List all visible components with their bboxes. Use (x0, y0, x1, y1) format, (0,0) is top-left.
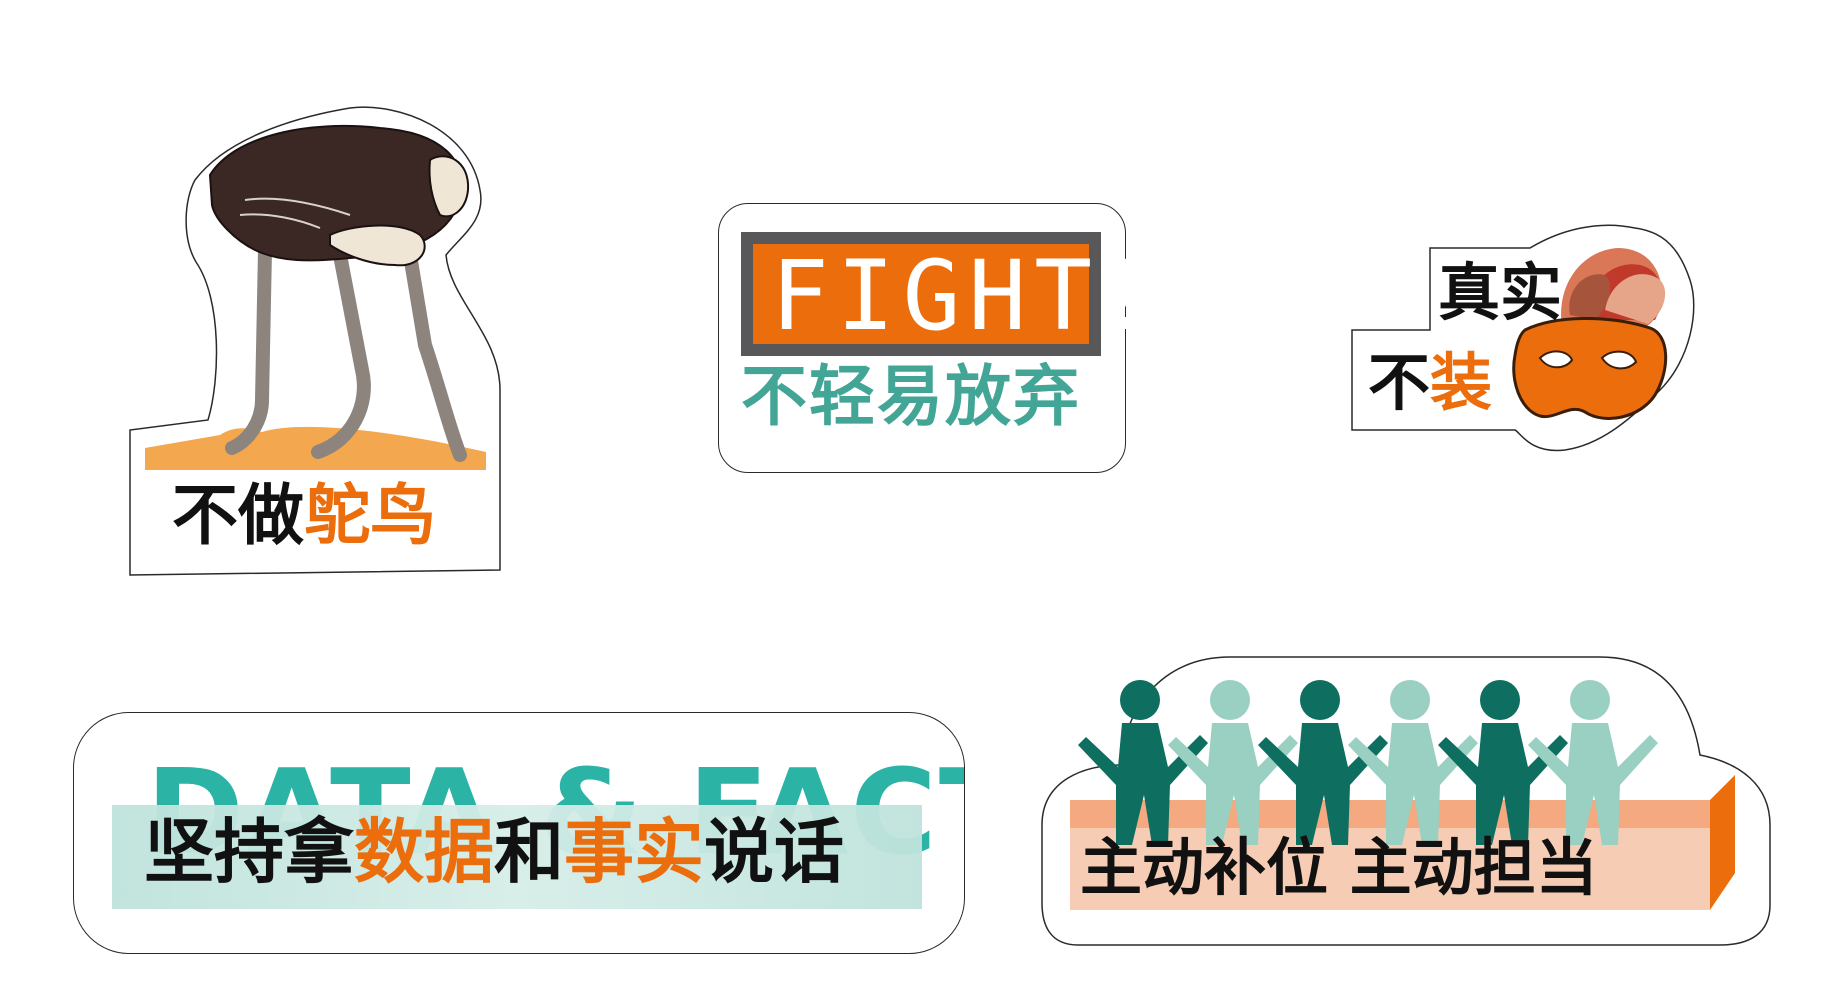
fight-panel: FIGHT! (753, 244, 1158, 344)
team-sticker-graphic (1041, 656, 1771, 946)
ostrich-icon (208, 124, 470, 462)
sticker-team: 主动补位 主动担当 (1040, 655, 1780, 955)
sticker-data-fact: DATA & FACT 坚持拿数据和事实说话 (73, 712, 965, 954)
fight-headline: FIGHT! (771, 240, 1166, 352)
data-fact-band (112, 805, 922, 909)
ostrich-sticker-outline (129, 106, 501, 576)
caption-seg3: 和 (494, 811, 564, 893)
ostrich-caption: 不做鸵鸟 (172, 483, 436, 549)
sticker-ostrich: 不做鸵鸟 (0, 0, 520, 600)
caption-seg4: 事实 (564, 811, 704, 893)
mask-line1: 真实 (1438, 256, 1563, 329)
caption-seg5: 说话 (704, 811, 844, 893)
mask-line2-orange: 装 (1430, 346, 1493, 419)
sticker-fight: FIGHT! 不轻易放弃 (718, 203, 1158, 473)
mask-line2: 不装 (1368, 352, 1492, 414)
caption-seg2: 数据 (354, 811, 494, 893)
mask-sticker-outline (1351, 224, 1695, 452)
people-chain-icon (1078, 680, 1658, 845)
fight-subtitle: 不轻易放弃 (741, 358, 1081, 435)
team-caption: 主动补位 主动担当 (1080, 831, 1598, 904)
ostrich-caption-orange: 鸵鸟 (304, 477, 436, 554)
caption-seg1: 坚持拿 (144, 811, 354, 893)
carnival-mask-icon (1512, 248, 1668, 420)
fight-frame: FIGHT! (741, 232, 1158, 356)
ostrich-caption-black: 不做 (172, 477, 304, 554)
sticker-mask: 真实 不装 (1350, 220, 1740, 460)
mask-line2-black: 不 (1368, 346, 1431, 419)
data-fact-caption: 坚持拿数据和事实说话 (144, 817, 844, 887)
